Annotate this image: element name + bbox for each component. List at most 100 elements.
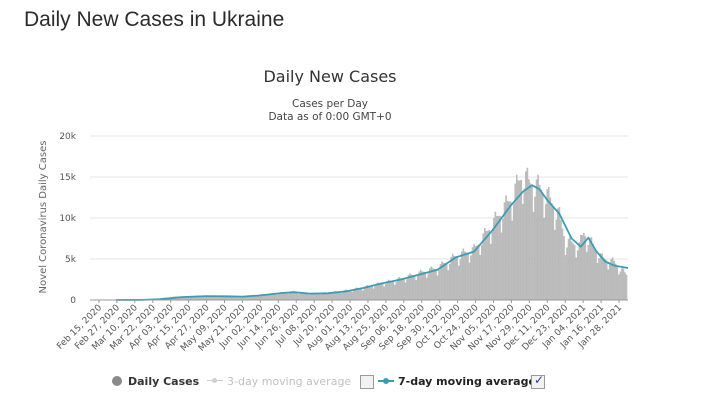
daily-cases-bar [293, 291, 295, 301]
daily-cases-bar [515, 174, 518, 301]
daily-cases-bar [567, 238, 570, 301]
daily-cases-bar [410, 274, 413, 301]
y-tick-label: 15k [59, 173, 76, 183]
daily-cases-bar [307, 293, 309, 301]
daily-cases-bar [304, 292, 306, 301]
daily-cases-bar [424, 271, 427, 301]
daily-cases-bar [423, 271, 425, 301]
daily-cases-bar [584, 236, 587, 301]
daily-cases-bar [500, 232, 503, 301]
daily-cases-bar [438, 270, 440, 301]
daily-cases-bar [397, 278, 399, 301]
daily-cases-bar [506, 200, 509, 301]
daily-cases-bar [625, 274, 628, 301]
daily-cases-bar [331, 292, 334, 301]
legend-seven-day-average[interactable]: 7-day moving average [378, 371, 536, 391]
daily-cases-bar [436, 275, 439, 301]
daily-cases-bar [456, 256, 459, 301]
seven-day-average-line [115, 184, 629, 301]
daily-cases-bar [401, 278, 404, 301]
daily-cases-bar [284, 292, 286, 301]
daily-cases-bar [276, 294, 279, 301]
daily-cases-bar [554, 229, 556, 301]
daily-cases-bar [622, 268, 625, 301]
daily-cases-bar [508, 201, 510, 301]
daily-cases-bar [487, 230, 489, 301]
daily-cases-bar [544, 204, 547, 301]
daily-cases-bar [470, 255, 472, 301]
daily-cases-bar [490, 243, 492, 301]
daily-cases-bar [560, 220, 562, 301]
y-tick-label: 0 [70, 296, 76, 306]
daily-cases-bar [203, 296, 206, 301]
daily-cases-bar [298, 294, 300, 301]
daily-cases-bar [320, 293, 323, 301]
y-axis-label: Novel Coronavirus Daily Cases [38, 141, 49, 294]
daily-cases-bar [421, 271, 424, 301]
daily-cases-bar [531, 186, 533, 301]
daily-cases-bar [266, 295, 268, 301]
daily-cases-bar [365, 286, 367, 301]
daily-cases-bar [435, 269, 437, 301]
chart-subtitle-line-1: Cases per Day [292, 98, 368, 110]
daily-cases-bar [482, 233, 484, 301]
daily-cases-bar [566, 247, 568, 301]
daily-cases-bar [604, 259, 606, 301]
line-marker-icon [378, 376, 394, 386]
legend-daily-cases-label: Daily Cases [128, 374, 200, 388]
daily-cases-bar [340, 293, 343, 301]
daily-cases-bar [386, 281, 388, 301]
daily-cases-bar [608, 264, 611, 301]
daily-cases-bar [372, 288, 375, 301]
daily-cases-bar [418, 271, 420, 301]
daily-cases-bar [592, 243, 594, 301]
daily-cases-bar [546, 189, 548, 301]
daily-cases-bar [511, 220, 513, 301]
daily-cases-bar [319, 294, 321, 301]
daily-cases-bar [275, 293, 277, 301]
daily-cases-bar [403, 278, 405, 301]
y-tick-label: 5k [65, 255, 77, 265]
daily-cases-bar [455, 256, 457, 301]
legend-daily-cases[interactable]: Daily Cases [112, 371, 199, 391]
daily-cases-bar [576, 250, 579, 301]
daily-cases-bar [395, 281, 398, 301]
daily-cases-bar [296, 292, 299, 301]
daily-cases-bar [357, 288, 360, 301]
daily-cases-bar [375, 283, 378, 301]
daily-cases-bar [330, 294, 332, 301]
y-tick-label: 20k [59, 132, 76, 142]
daily-cases-bar [599, 253, 602, 301]
daily-cases-bar [412, 275, 414, 301]
daily-cases-bar [529, 183, 532, 301]
daily-cases-bar [474, 246, 477, 301]
daily-cases-bar [538, 185, 541, 301]
legend-seven-day-average-label: 7-day moving average [398, 374, 536, 388]
daily-cases-bar [488, 230, 491, 301]
daily-cases-bar [445, 262, 448, 301]
daily-cases-bar [360, 288, 363, 301]
daily-cases-bar [426, 277, 428, 301]
page-title: Daily New Cases in Ukraine [24, 8, 285, 31]
chart-title: Daily New Cases [263, 67, 396, 86]
daily-cases-bar [602, 257, 605, 301]
daily-cases-bar [564, 255, 567, 301]
daily-cases-bar [572, 243, 574, 301]
daily-cases-bar [214, 296, 216, 301]
legend-three-day-average[interactable]: 3-day moving average [207, 371, 351, 391]
daily-cases-bar [450, 256, 452, 301]
daily-cases-bar [407, 275, 410, 301]
seven-day-average-checkbox[interactable]: ✓ [531, 373, 545, 389]
daily-cases-bar [352, 290, 355, 301]
daily-cases-bar [605, 260, 608, 301]
daily-cases-bar [394, 284, 396, 301]
daily-cases-bar [547, 186, 550, 301]
legend-three-day-average-label: 3-day moving average [227, 374, 352, 388]
daily-cases-bar [369, 285, 372, 301]
three-day-average-checkbox[interactable] [360, 375, 374, 389]
daily-cases-bar [590, 237, 593, 301]
daily-cases-bar [448, 264, 451, 301]
daily-cases-bar [363, 288, 366, 301]
daily-cases-bar [349, 290, 352, 301]
